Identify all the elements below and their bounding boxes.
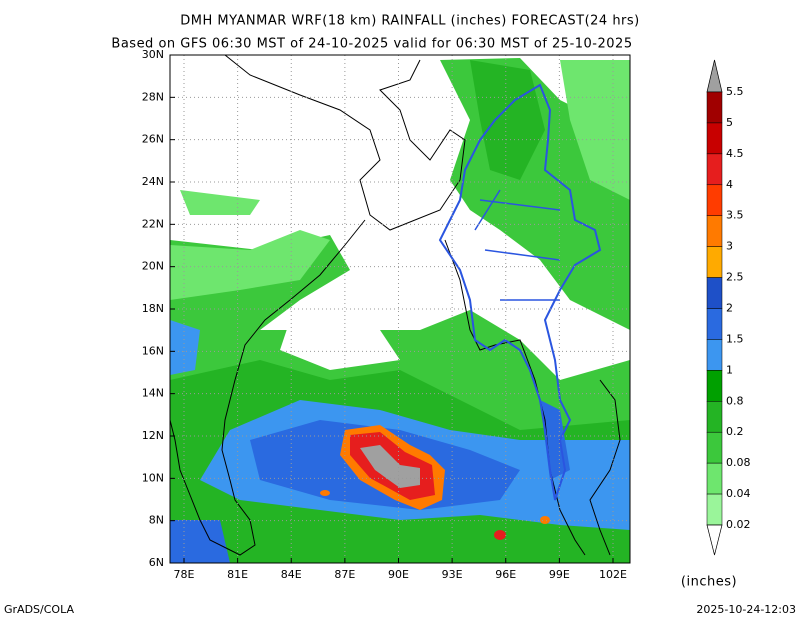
colorbar-label: 1	[726, 363, 733, 376]
lon-label: 99E	[549, 568, 570, 581]
colorbar-label: 1.5	[726, 332, 744, 345]
lon-label: 90E	[388, 568, 409, 581]
lon-label: 87E	[334, 568, 355, 581]
footer-left: GrADS/COLA	[4, 603, 74, 616]
lat-label: 20N	[142, 260, 164, 273]
colorbar-swatch	[706, 277, 723, 309]
lon-label: 102E	[599, 568, 627, 581]
lat-label: 12N	[142, 429, 164, 442]
lat-label: 24N	[142, 175, 164, 188]
footer-right: 2025-10-24-12:03	[696, 603, 796, 616]
colorbar-label: 2	[726, 302, 733, 315]
lat-label: 18N	[142, 302, 164, 315]
colorbar-top-arrow	[706, 59, 723, 93]
colorbar-label: 5.5	[726, 85, 744, 98]
colorbar-label: 0.2	[726, 425, 744, 438]
colorbar-label: 3	[726, 240, 733, 253]
colorbar-swatch	[706, 246, 723, 278]
colorbar-label: 0.8	[726, 394, 744, 407]
colorbar-swatch	[706, 431, 723, 464]
lat-label: 16N	[142, 344, 164, 357]
lat-label: 26N	[142, 133, 164, 146]
colorbar-label: 0.08	[726, 456, 751, 469]
colorbar-swatch	[706, 462, 723, 495]
lat-label: 28N	[142, 90, 164, 103]
lon-label: 84E	[281, 568, 302, 581]
colorbar-bottom-arrow	[706, 524, 723, 556]
lat-label: 8N	[149, 514, 164, 527]
colorbar-swatch	[706, 153, 723, 186]
rainfall-field	[170, 55, 630, 563]
lat-label: 6N	[149, 556, 164, 569]
subtitle: Based on GFS 06:30 MST of 24-10-2025 val…	[111, 37, 632, 52]
colorbar-label: 5	[726, 116, 733, 129]
lat-label: 22N	[142, 217, 164, 230]
colorbar-label: 2.5	[726, 271, 744, 284]
colorbar-swatch	[706, 91, 723, 124]
colorbar-swatch	[706, 308, 723, 340]
lat-label: 10N	[142, 471, 164, 484]
colorbar-swatch	[706, 184, 723, 216]
lon-label: 96E	[495, 568, 516, 581]
colorbar-swatch	[706, 401, 723, 433]
colorbar-label: 4.5	[726, 147, 744, 160]
title: DMH MYANMAR WRF(18 km) RAINFALL (inches)…	[180, 14, 640, 29]
lon-label: 81E	[227, 568, 248, 581]
colorbar-label: 4	[726, 178, 733, 191]
colorbar-swatch	[706, 122, 723, 155]
colorbar-swatch	[706, 339, 723, 371]
colorbar-label: 0.04	[726, 487, 751, 500]
lat-label: 14N	[142, 387, 164, 400]
colorbar-swatch	[706, 493, 723, 526]
colorbar-swatch	[706, 370, 723, 402]
colorbar-swatch	[706, 215, 723, 247]
lat-label: 30N	[142, 48, 164, 61]
colorbar-label: 0.02	[726, 518, 751, 531]
colorbar-label: 3.5	[726, 209, 744, 222]
lon-label: 93E	[442, 568, 463, 581]
colorbar-unit: (inches)	[681, 575, 737, 590]
lon-label: 78E	[174, 568, 195, 581]
